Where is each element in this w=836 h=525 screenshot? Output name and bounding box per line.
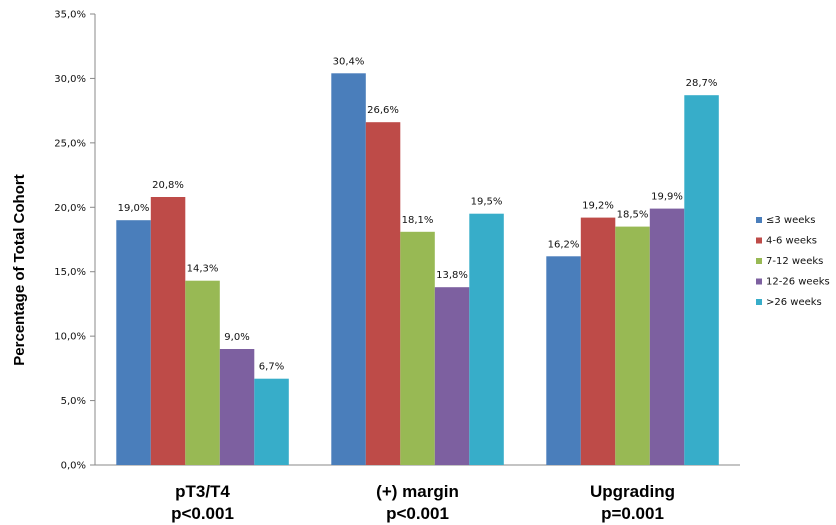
legend-label: 12-26 weeks [766,277,830,288]
data-label: 28,7% [686,78,718,89]
legend-label: 7-12 weeks [766,256,823,267]
y-tick-label: 30,0% [54,74,86,85]
category-label: pT3/T4 [175,482,230,501]
legend-swatch [756,258,762,264]
bar [331,73,366,466]
category-pvalue: p<0.001 [386,504,449,523]
y-tick-label: 35,0% [54,10,86,21]
legend-swatch [756,278,762,285]
legend-label: 4-6 weeks [766,236,817,247]
bar [150,197,186,465]
bar [684,95,719,465]
bar [254,378,289,465]
legend-swatch [756,299,762,305]
bar [219,349,255,465]
data-label: 18,5% [617,210,649,221]
category-pvalue: p=0.001 [601,504,664,523]
data-labels-group: 19,0% 20,8% 14,3% 9,0% 6,7% 30,4% 26,6% 18,1% 13… [118,56,718,372]
bar [116,220,151,465]
legend-swatch [756,237,762,244]
data-label: 19,9% [651,192,683,203]
bar [649,208,685,465]
legend-swatch [756,217,762,223]
bar [580,217,616,465]
legend-label: >26 weeks [766,297,822,308]
data-label: 13,8% [436,270,468,281]
bar [185,280,220,465]
y-tick-label: 10,0% [54,332,86,343]
category-label: (+) margin [376,482,459,501]
bar [434,287,470,465]
data-label: 19,2% [582,201,614,212]
y-tick-label: 20,0% [54,203,86,214]
bar [365,122,401,465]
bar [615,226,650,465]
y-tick-label: 25,0% [54,138,86,149]
data-label: 26,6% [367,105,399,116]
bar [469,213,504,465]
y-tick-label: 5,0% [61,396,86,407]
data-label: 9,0% [224,332,249,343]
data-label: 30,4% [333,56,365,67]
legend-label: ≤3 weeks [766,215,815,226]
bar [400,231,435,465]
y-tick-label: 0,0% [61,461,86,472]
y-axis-ticks: 0,0% 5,0% 10,0% 15,0% 20,0% 25,0% 30,0% 35,0% [54,10,95,472]
data-label: 19,0% [118,203,150,214]
bar [546,256,581,465]
y-axis-title: Percentage of Total Cohort [11,174,28,365]
data-label: 6,7% [259,362,284,373]
category-label: Upgrading [590,482,675,501]
category-pvalue: p<0.001 [171,504,234,523]
y-tick-label: 15,0% [54,267,86,278]
bars-group [116,73,719,466]
data-label: 18,1% [402,215,434,226]
legend: ≤3 weeks 4-6 weeks 7-12 weeks 12-26 weeks >2… [756,215,830,308]
data-label: 19,5% [471,197,503,208]
data-label: 16,2% [548,239,580,250]
data-label: 14,3% [187,264,219,275]
data-label: 20,8% [152,180,184,191]
category-labels-group: pT3/T4 p<0.001 (+) margin p<0.001 Upgrading p… [171,482,675,523]
